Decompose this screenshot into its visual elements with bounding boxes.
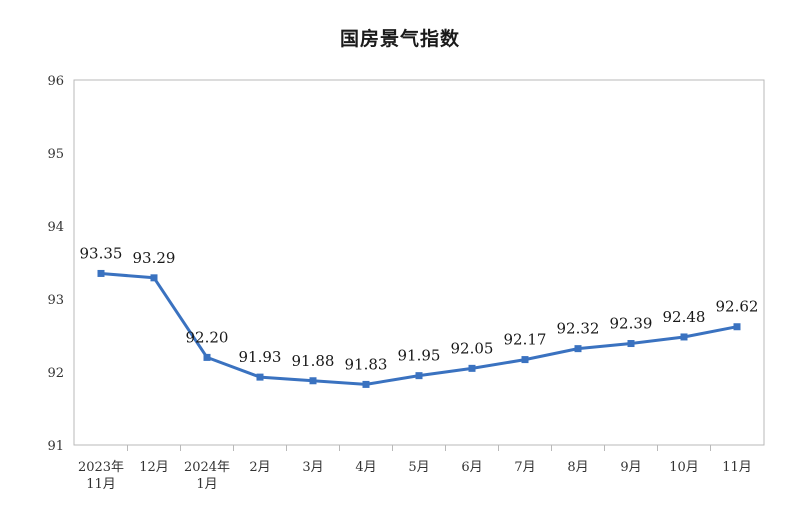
x-tick-label: 11月 bbox=[86, 477, 116, 492]
data-label: 91.83 bbox=[345, 355, 388, 373]
x-tick-label: 2023年 bbox=[78, 460, 124, 475]
data-label: 93.29 bbox=[133, 249, 176, 267]
data-label: 92.20 bbox=[186, 328, 229, 346]
x-tick-label: 12月 bbox=[139, 460, 169, 475]
x-tick-label: 9月 bbox=[620, 460, 641, 475]
data-point bbox=[627, 340, 635, 348]
x-tick-label: 5月 bbox=[408, 460, 429, 475]
y-tick-label: 95 bbox=[47, 147, 64, 162]
x-tick-label: 2月 bbox=[249, 460, 270, 475]
data-label: 91.93 bbox=[239, 348, 282, 366]
y-axis-ticks: 91 92 93 94 95 96 bbox=[47, 74, 64, 454]
data-point bbox=[97, 269, 105, 277]
x-tick-label: 4月 bbox=[355, 460, 376, 475]
x-tick-label: 7月 bbox=[514, 460, 535, 475]
data-point bbox=[256, 373, 264, 381]
data-label: 91.88 bbox=[292, 352, 335, 370]
x-tick-label: 1月 bbox=[196, 477, 217, 492]
data-label: 92.39 bbox=[610, 315, 653, 333]
data-point bbox=[415, 372, 423, 380]
data-label: 91.95 bbox=[398, 347, 441, 365]
points-layer bbox=[97, 269, 741, 388]
data-point bbox=[574, 345, 582, 353]
data-point bbox=[309, 377, 317, 385]
y-tick-label: 93 bbox=[47, 293, 64, 308]
data-label: 93.35 bbox=[80, 244, 123, 262]
x-tick-label: 10月 bbox=[669, 460, 699, 475]
y-tick-label: 94 bbox=[47, 220, 64, 235]
x-tick-label: 2024年 bbox=[184, 460, 230, 475]
x-tick-label: 8月 bbox=[567, 460, 588, 475]
data-labels-layer: 93.35 93.29 92.20 91.93 91.88 91.83 91.95 92.05… bbox=[80, 244, 759, 373]
data-point bbox=[733, 323, 741, 331]
data-label: 92.05 bbox=[451, 339, 494, 357]
plot-area-frame bbox=[73, 79, 765, 446]
data-label: 92.32 bbox=[557, 320, 600, 338]
data-point bbox=[521, 356, 529, 364]
x-tick-label: 11月 bbox=[722, 460, 752, 475]
x-axis-ticks: 2023年 11月 12月 2024年 1月 2月 3月 4月 5月 6月 7月 8月 9月 10月 11月 bbox=[78, 445, 752, 492]
data-label: 92.62 bbox=[716, 298, 759, 316]
data-point bbox=[680, 333, 688, 341]
x-tick-label: 6月 bbox=[461, 460, 482, 475]
data-label: 92.17 bbox=[504, 331, 547, 349]
data-label: 92.48 bbox=[663, 308, 706, 326]
y-tick-label: 92 bbox=[47, 366, 64, 381]
data-point bbox=[362, 380, 370, 388]
y-tick-label: 91 bbox=[47, 439, 64, 454]
data-point bbox=[468, 364, 476, 372]
data-point bbox=[150, 274, 158, 282]
chart-title: 国房景气指数 bbox=[339, 28, 460, 50]
y-tick-label: 96 bbox=[47, 74, 64, 89]
x-tick-label: 3月 bbox=[302, 460, 323, 475]
data-point bbox=[203, 353, 211, 361]
